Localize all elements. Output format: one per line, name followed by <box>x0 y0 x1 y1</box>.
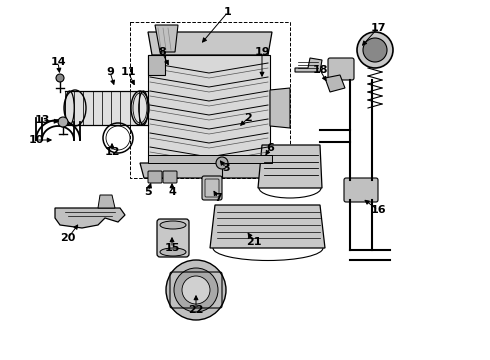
FancyBboxPatch shape <box>202 176 222 200</box>
Circle shape <box>182 276 210 304</box>
Polygon shape <box>140 163 280 178</box>
Circle shape <box>56 74 64 82</box>
Circle shape <box>357 32 393 68</box>
Polygon shape <box>148 155 272 163</box>
FancyBboxPatch shape <box>328 58 354 80</box>
Polygon shape <box>98 195 115 208</box>
Polygon shape <box>155 25 178 52</box>
Circle shape <box>363 38 387 62</box>
Text: 16: 16 <box>370 205 386 215</box>
Ellipse shape <box>160 248 186 256</box>
Circle shape <box>174 268 218 312</box>
Text: 3: 3 <box>222 163 230 173</box>
FancyBboxPatch shape <box>157 219 189 257</box>
Ellipse shape <box>58 117 68 127</box>
Text: 6: 6 <box>266 143 274 153</box>
Text: 15: 15 <box>164 243 180 253</box>
Polygon shape <box>148 55 270 163</box>
Polygon shape <box>270 88 290 128</box>
Polygon shape <box>325 75 345 92</box>
Text: 14: 14 <box>50 57 66 67</box>
Text: 9: 9 <box>106 67 114 77</box>
Text: 2: 2 <box>244 113 252 123</box>
Text: 19: 19 <box>254 47 270 57</box>
Ellipse shape <box>160 221 186 229</box>
Text: 12: 12 <box>104 147 120 157</box>
Polygon shape <box>295 58 322 72</box>
FancyBboxPatch shape <box>344 178 378 202</box>
Polygon shape <box>148 32 272 55</box>
Text: 18: 18 <box>312 65 328 75</box>
Text: 17: 17 <box>370 23 386 33</box>
Text: 1: 1 <box>224 7 232 17</box>
Text: 20: 20 <box>60 233 75 243</box>
Text: 13: 13 <box>34 115 49 125</box>
Text: 4: 4 <box>168 187 176 197</box>
FancyBboxPatch shape <box>163 171 177 183</box>
Circle shape <box>166 260 226 320</box>
Polygon shape <box>55 208 125 228</box>
Text: 10: 10 <box>28 135 44 145</box>
Text: 5: 5 <box>144 187 152 197</box>
Polygon shape <box>258 145 322 188</box>
Text: 21: 21 <box>246 237 262 247</box>
FancyBboxPatch shape <box>148 171 162 183</box>
Polygon shape <box>148 55 165 75</box>
Circle shape <box>216 157 228 169</box>
Polygon shape <box>210 205 325 248</box>
Text: 8: 8 <box>158 47 166 57</box>
Text: 11: 11 <box>120 67 136 77</box>
Text: 22: 22 <box>188 305 204 315</box>
Text: 7: 7 <box>214 193 222 203</box>
Polygon shape <box>65 91 148 125</box>
